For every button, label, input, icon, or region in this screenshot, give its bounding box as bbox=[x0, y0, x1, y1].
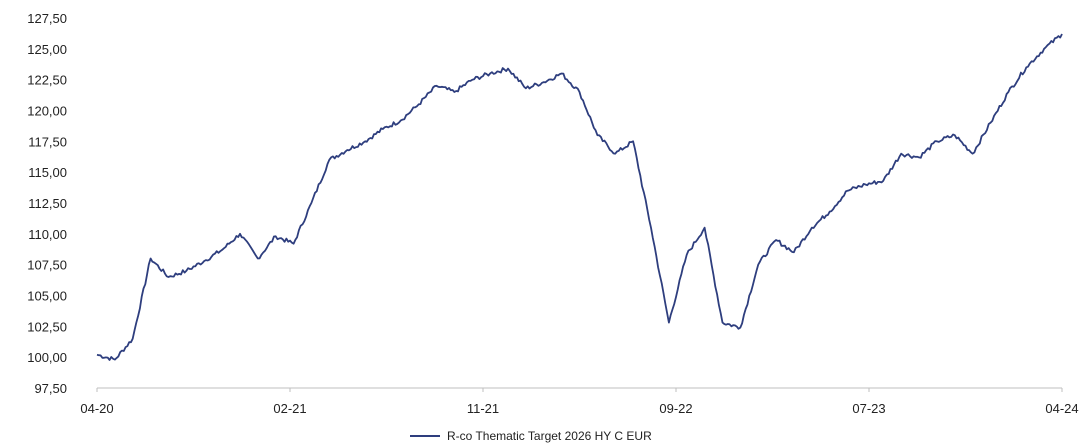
y-tick-label: 100,00 bbox=[27, 350, 67, 365]
y-tick-label: 107,50 bbox=[27, 258, 67, 273]
x-axis: 04-20 02-21 11-21 09-22 07-23 04-24 bbox=[80, 387, 1079, 416]
y-tick-label: 125,00 bbox=[27, 42, 67, 57]
y-tick-label: 110,00 bbox=[28, 227, 67, 242]
x-tick-label: 09-22 bbox=[659, 401, 692, 416]
y-tick-label: 122,50 bbox=[27, 73, 67, 88]
y-tick-label: 102,50 bbox=[27, 319, 67, 334]
x-tick-label: 07-23 bbox=[852, 401, 885, 416]
y-axis: 97,50 100,00 102,50 105,00 107,50 110,00 112,5… bbox=[27, 11, 67, 396]
y-tick-label: 127,50 bbox=[27, 11, 67, 26]
y-tick-label: 105,00 bbox=[27, 289, 67, 304]
y-tick-label: 120,00 bbox=[27, 104, 67, 119]
legend: R-co Thematic Target 2026 HY C EUR bbox=[410, 429, 652, 443]
plot-area bbox=[96, 33, 1063, 361]
y-tick-label: 97,50 bbox=[34, 381, 67, 396]
y-tick-label: 117,50 bbox=[28, 134, 67, 149]
y-tick-label: 115,00 bbox=[28, 165, 67, 180]
legend-label: R-co Thematic Target 2026 HY C EUR bbox=[447, 429, 652, 443]
x-tick-label: 11-21 bbox=[467, 401, 499, 416]
series-line bbox=[96, 33, 1063, 361]
y-tick-label: 112,50 bbox=[28, 196, 67, 211]
x-tick-label: 04-24 bbox=[1045, 401, 1078, 416]
x-tick-label: 02-21 bbox=[273, 401, 306, 416]
x-tick-label: 04-20 bbox=[80, 401, 113, 416]
